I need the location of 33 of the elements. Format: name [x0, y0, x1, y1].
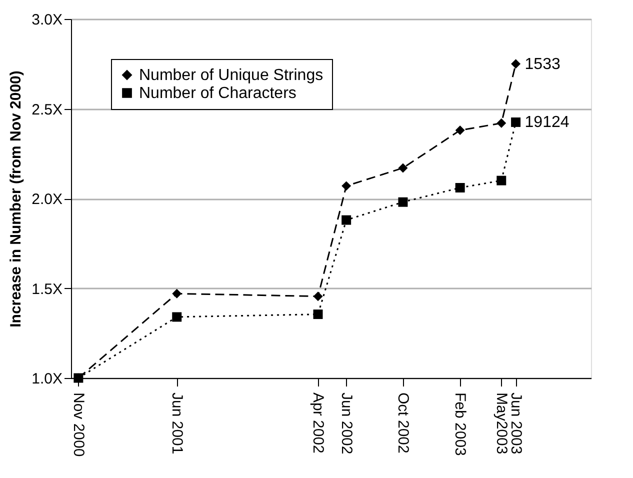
x-tick-label: Apr 2002: [310, 392, 326, 454]
point: [313, 292, 323, 302]
point: [496, 118, 506, 128]
y-tick-label: 1.5X: [32, 280, 62, 298]
point: [455, 182, 465, 192]
point: [511, 117, 521, 127]
point: [74, 373, 84, 383]
y-tick-label: 1.0X: [32, 370, 62, 388]
x-tick-label: Feb 2003: [452, 392, 469, 456]
x-tick-label: Oct 2002: [394, 392, 412, 454]
x-tick-label: Jun 2001: [168, 392, 186, 454]
point: [313, 310, 323, 320]
x-tick-label: Jun 2002: [338, 392, 355, 454]
point: [172, 288, 182, 298]
legend-label: Number of Characters: [139, 85, 296, 102]
point: [342, 215, 352, 225]
point: [398, 197, 408, 207]
point: [511, 59, 521, 69]
point: [342, 181, 352, 191]
point: [496, 176, 506, 186]
y-tick-label: 2.5X: [32, 101, 62, 118]
y-axis-title: Increase in Number (from Nov 2000): [8, 70, 25, 328]
legend-label: Number of Unique Strings: [139, 67, 324, 84]
point: [455, 126, 465, 136]
x-tick-label: Jun 2003: [507, 392, 524, 454]
x-tick-label: Nov 2000: [70, 392, 87, 457]
annotation: 19124: [524, 114, 570, 132]
x-tick-label: May2003: [492, 392, 510, 454]
point: [398, 163, 408, 173]
point: [172, 312, 182, 322]
annotation: 1533: [524, 56, 560, 73]
y-tick-label: 2.0X: [32, 191, 62, 208]
y-tick-label: 3.0X: [32, 12, 62, 28]
